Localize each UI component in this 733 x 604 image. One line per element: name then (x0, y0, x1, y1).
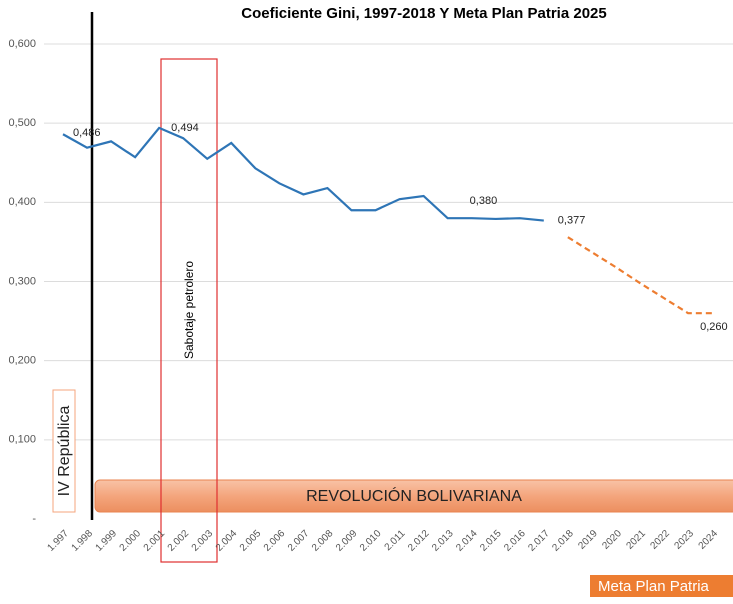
data-label: 0,377 (558, 214, 586, 226)
event-box (160, 58, 218, 563)
x-tick-label: 2.018 (550, 528, 576, 554)
band (94, 479, 733, 513)
y-tick-label: 0,500 (8, 117, 36, 129)
x-tick-label: 2.016 (502, 528, 528, 554)
x-tick-label: 2022 (648, 528, 672, 552)
x-tick-label: 2.011 (383, 528, 408, 553)
grid (44, 43, 733, 441)
x-tick-label: 2019 (576, 528, 600, 552)
x-tick-label: 2.015 (478, 528, 504, 554)
x-tick-label: 2.002 (166, 528, 192, 554)
x-tick-label: 2.012 (406, 528, 432, 554)
y-tick-label: 0,300 (8, 275, 36, 287)
x-tick-label: 2.005 (238, 528, 264, 554)
y-tick-label: 0,200 (8, 355, 36, 367)
data-label: 0,380 (470, 195, 498, 207)
x-tick-label: 2021 (624, 528, 648, 552)
period-label: IV República (56, 406, 73, 497)
x-tick-label: 2.017 (526, 528, 552, 554)
x-tick-label: 2.009 (334, 528, 360, 554)
x-tick-label: 2.006 (262, 528, 288, 554)
period-box (52, 389, 76, 513)
x-tick-label: 2.004 (214, 528, 240, 554)
x-tick-label: 2.001 (142, 528, 168, 554)
x-tick-label: 2.013 (430, 528, 456, 554)
x-tick-label: 1.998 (70, 528, 96, 554)
series-line (62, 126, 544, 222)
goal-label: Meta Plan Patria (598, 578, 710, 595)
x-tick-label: 2.010 (358, 528, 384, 554)
y-tick-label: 0,600 (8, 38, 36, 50)
data-label: 0,486 (73, 127, 101, 139)
x-tick-label: 2.014 (454, 528, 480, 554)
x-tick-label: 1.997 (46, 528, 72, 554)
goal-box (590, 575, 733, 597)
x-tick-label: 2023 (673, 528, 697, 552)
x-tick-label: 2020 (600, 528, 624, 552)
y-tick-label: 0,100 (8, 434, 36, 446)
x-tick-label: 2.008 (310, 528, 336, 554)
x-tick-label: 2.000 (118, 528, 144, 554)
x-tick-label: 2.003 (190, 528, 216, 554)
data-label: 0,260 (700, 321, 728, 333)
x-tick-label: 1.999 (94, 528, 120, 554)
y-tick-label: 0,400 (8, 196, 36, 208)
x-tick-label: 2024 (697, 528, 721, 552)
data-label: 0,494 (171, 122, 199, 134)
band-label: REVOLUCIÓN BOLIVARIANA (306, 486, 522, 505)
event-label: Sabotaje petrolero (182, 261, 196, 359)
chart-title: Coeficiente Gini, 1997-2018 Y Meta Plan … (241, 5, 606, 22)
series-line (567, 236, 713, 315)
y-tick-label: - (32, 513, 36, 525)
x-tick-label: 2.007 (286, 528, 312, 554)
